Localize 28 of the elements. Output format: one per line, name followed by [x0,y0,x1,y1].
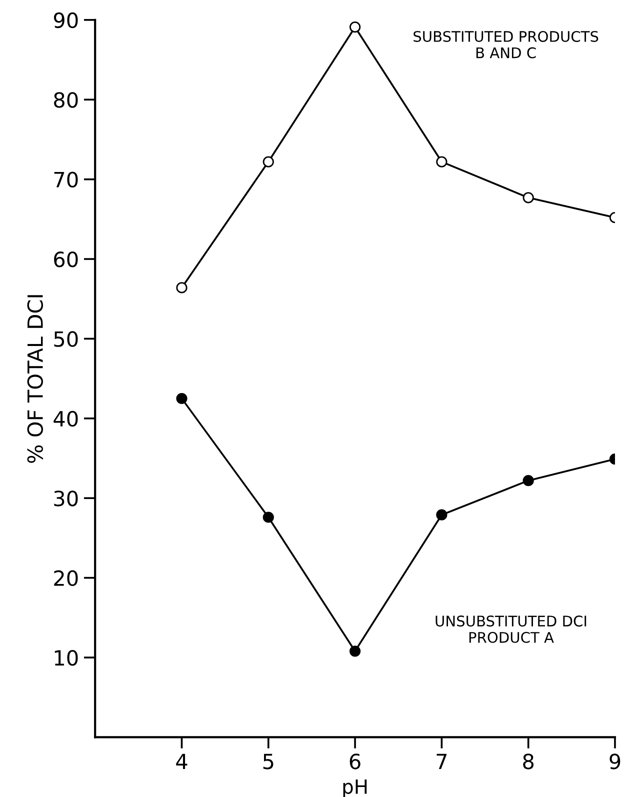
x-tick-label: 4 [176,754,188,770]
annotation: SUBSTITUTED PRODUCTS B AND C [414,30,598,58]
point [349,646,361,657]
point [436,509,448,520]
point [436,156,448,168]
x-tick-label: 6 [350,754,360,770]
y-tick-label: 70 [54,172,78,188]
annotation: UNSUBSTITUTED DCI PRODUCT A [436,616,586,643]
y-tick-label: 50 [54,331,78,347]
y-tick-label: 20 [54,570,78,586]
y-tick-label: 30 [54,490,78,506]
point [349,22,361,33]
y-tick-label: 10 [54,650,78,666]
point [262,156,274,168]
point [522,475,534,486]
x-tick-label: 7 [436,754,447,770]
y-tick-label: 60 [54,251,78,268]
point [176,392,188,404]
y-tick-label: 90 [54,12,78,28]
x-tick-label: 8 [523,754,534,770]
y-axis-title: % OF TOTAL DCI [27,295,44,463]
x-tick-label: 5 [263,754,274,770]
point [262,512,274,523]
y-tick-label: 80 [54,92,78,108]
y-tick-label: 40 [54,410,78,427]
point [176,282,188,294]
x-tick-label: 9 [610,754,620,770]
point [522,192,534,204]
